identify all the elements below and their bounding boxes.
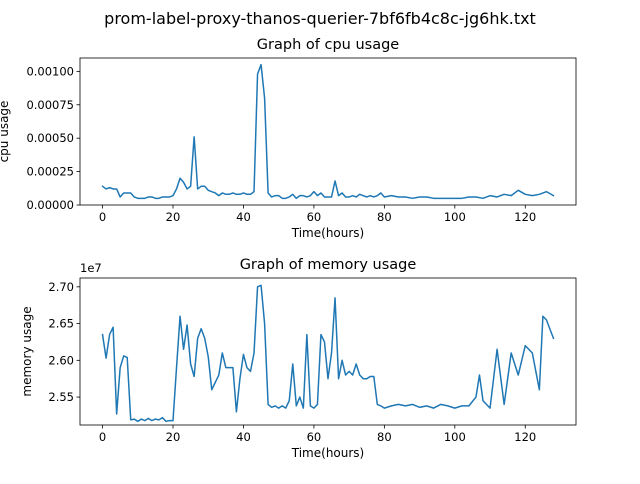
memory-y-tick-label: 2.60 — [48, 353, 74, 367]
memory-x-tick-label: 20 — [166, 430, 181, 444]
memory-axes-frame — [79, 277, 577, 426]
figure-suptitle: prom-label-proxy-thanos-querier-7bf6fb4c… — [104, 9, 536, 28]
memory-x-tick-label: 80 — [377, 430, 392, 444]
memory-x-tick-label: 40 — [236, 430, 251, 444]
cpu-x-tick-label: 120 — [514, 210, 536, 224]
memory-x-tick-label: 60 — [307, 430, 322, 444]
cpu-usage-series-line — [101, 63, 555, 200]
memory-x-tick-label: 0 — [99, 430, 106, 444]
memory-x-tick-label: 100 — [444, 430, 466, 444]
cpu-y-tick-label: 0.00100 — [26, 64, 74, 78]
cpu-x-tick-label: 40 — [236, 210, 251, 224]
memory-chart-title: Graph of memory usage — [240, 257, 417, 273]
cpu-y-tick-label: 0.00025 — [26, 165, 74, 179]
memory-y-offset-label: 1e7 — [80, 261, 102, 275]
memory-y-tick-label: 2.70 — [48, 280, 74, 294]
cpu-y-axis-label: cpu usage — [0, 101, 11, 163]
memory-y-tick-label: 2.65 — [48, 317, 74, 331]
memory-x-tick-label: 120 — [514, 430, 536, 444]
cpu-chart-title: Graph of cpu usage — [257, 37, 399, 53]
memory-y-tick-label: 2.55 — [48, 390, 74, 404]
memory-y-axis-label: memory usage — [20, 306, 34, 396]
cpu-x-tick-label: 60 — [307, 210, 322, 224]
memory-usage-series-line — [101, 284, 555, 423]
cpu-y-tick-label: 0.00050 — [26, 131, 74, 145]
cpu-x-axis-label: Time(hours) — [291, 226, 364, 240]
cpu-y-tick-label: 0.00075 — [26, 98, 74, 112]
cpu-x-tick-label: 0 — [99, 210, 106, 224]
memory-usage-chart: 0 20 40 60 80 100 120 2.55 2.60 2.65 2.70 1e7 Graph … — [20, 257, 577, 460]
cpu-x-tick-label: 100 — [444, 210, 466, 224]
cpu-x-tick-label: 80 — [377, 210, 392, 224]
memory-x-axis-label: Time(hours) — [291, 446, 364, 460]
cpu-usage-chart: 0 20 40 60 80 100 120 0.00000 0.00025 0.00050 0.00… — [0, 37, 577, 240]
cpu-y-tick-label: 0.00000 — [26, 198, 74, 212]
cpu-x-tick-label: 20 — [166, 210, 181, 224]
cpu-axes-frame — [79, 57, 577, 206]
